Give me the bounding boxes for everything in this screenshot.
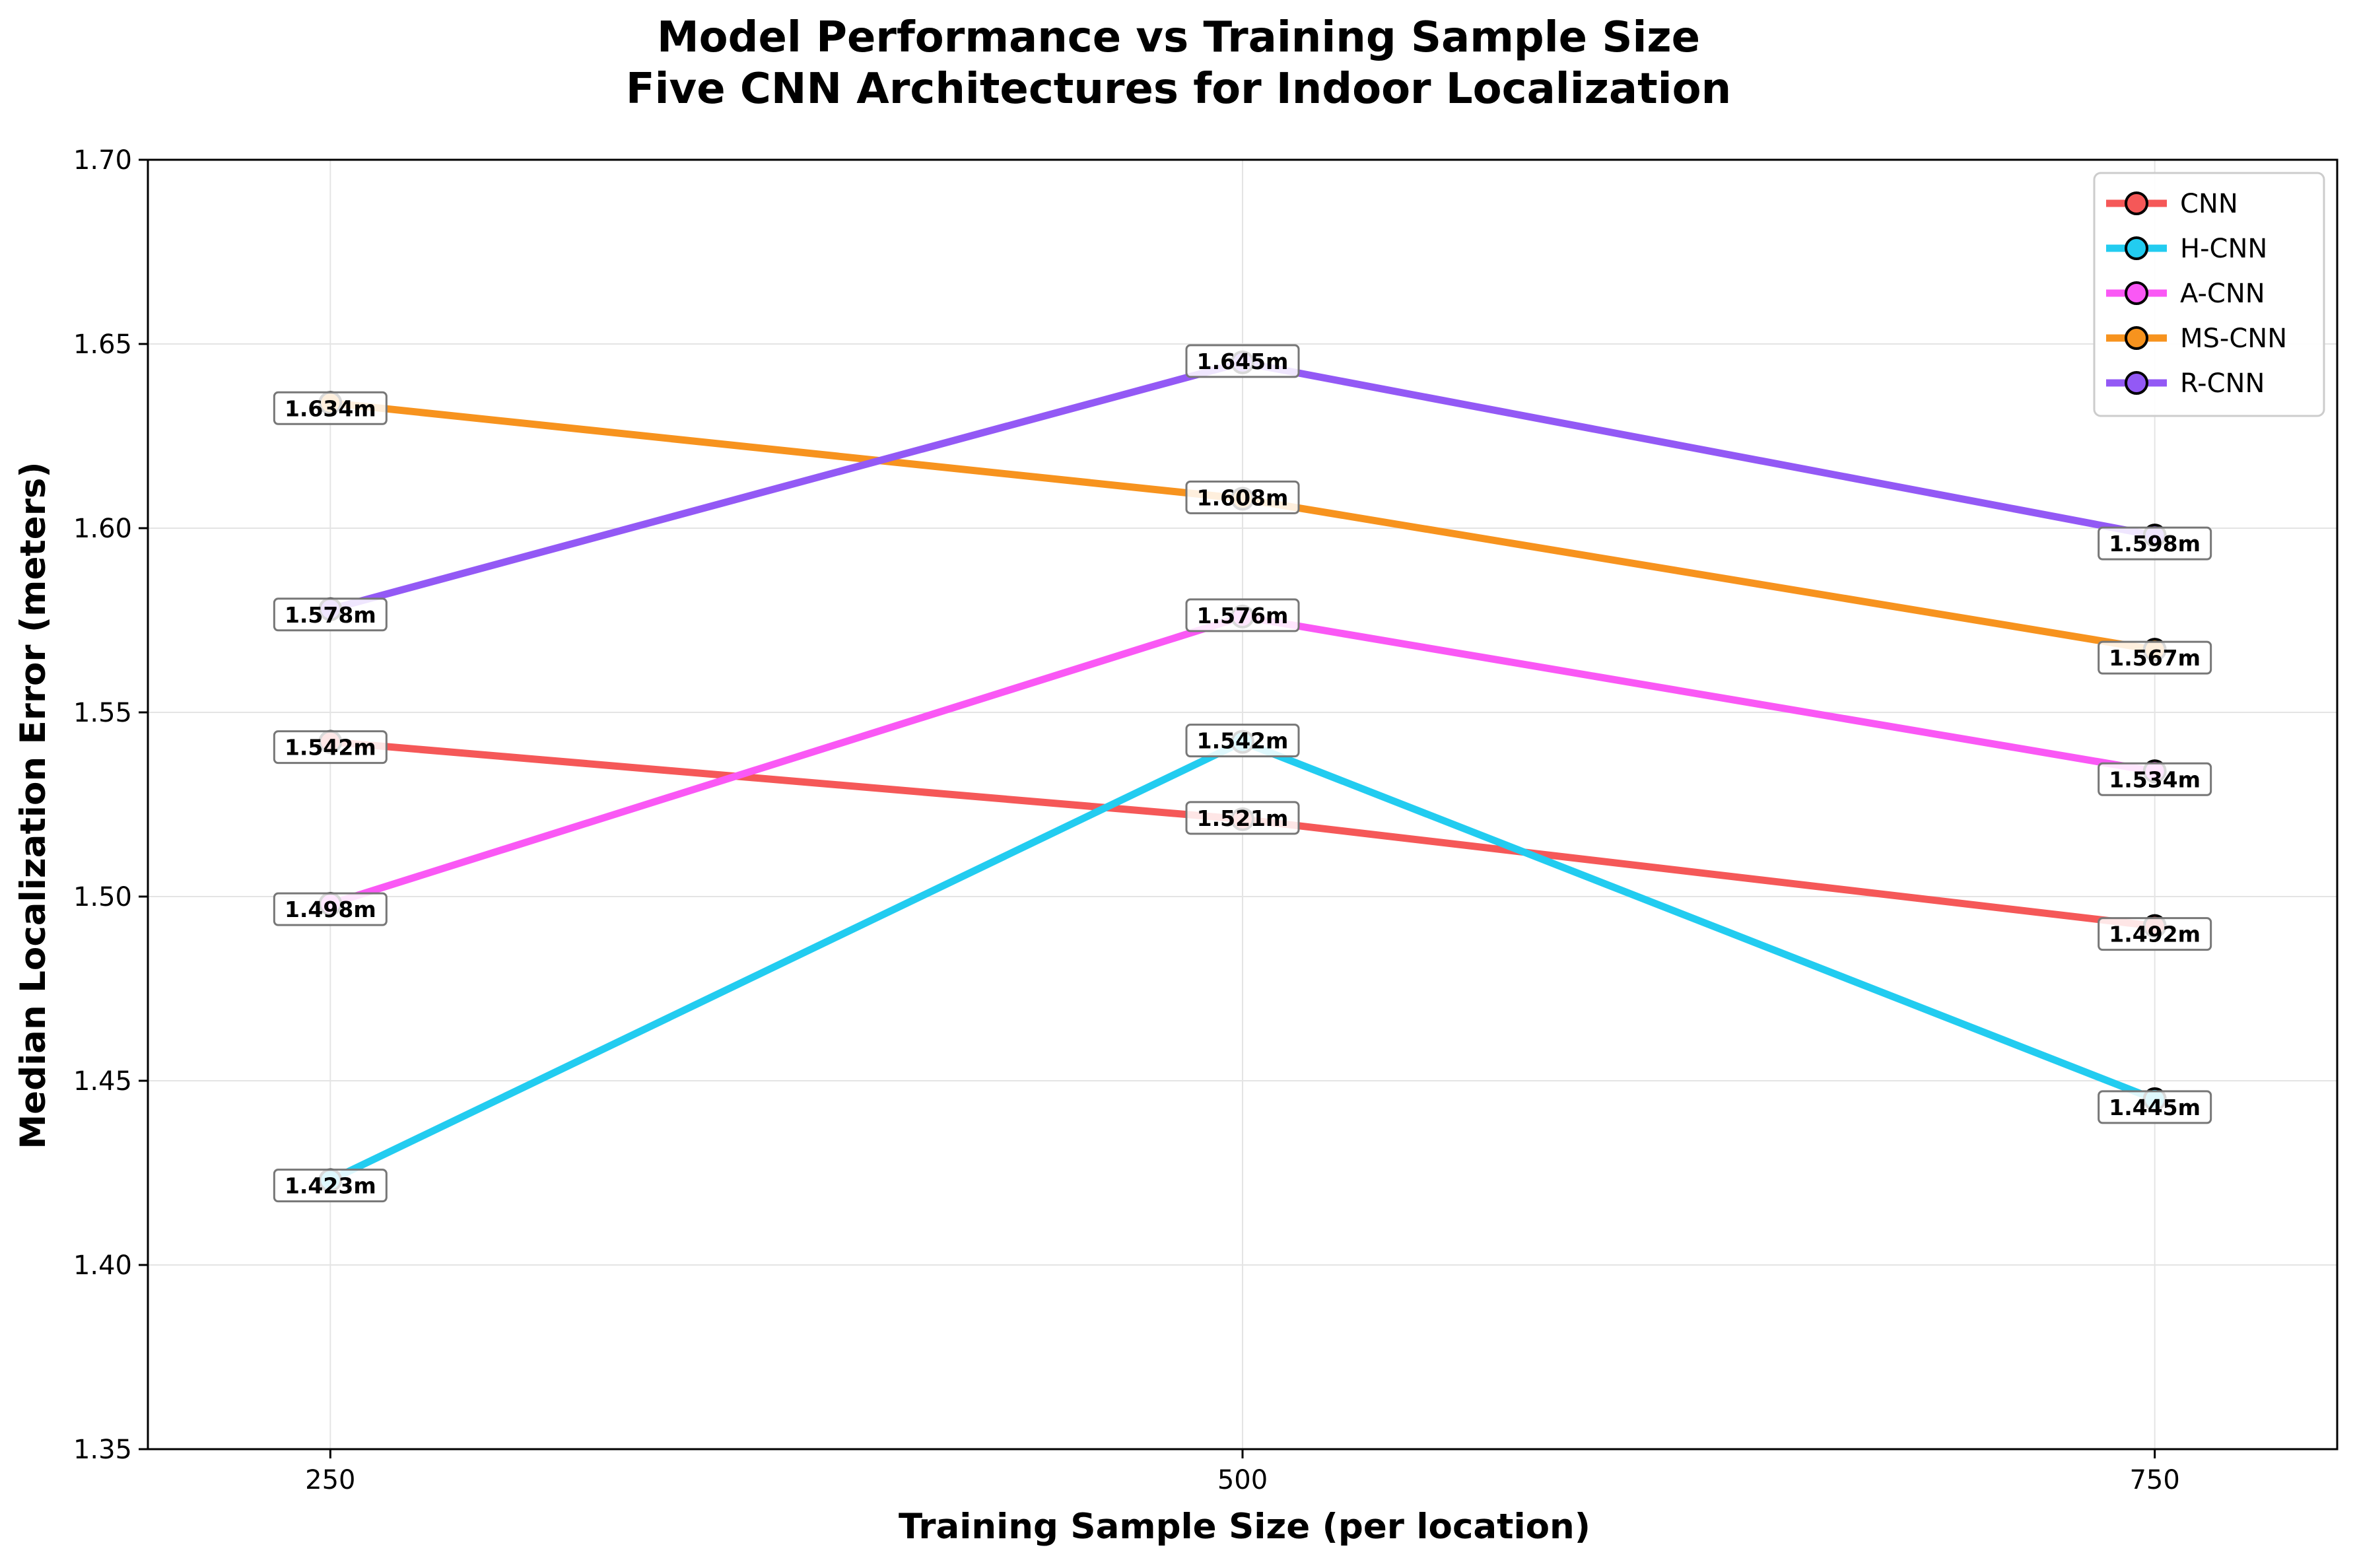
legend-label: MS-CNN bbox=[2180, 324, 2287, 354]
data-label-box bbox=[1185, 598, 1300, 632]
data-label: 1.645m bbox=[1197, 349, 1289, 374]
legend-label: A-CNN bbox=[2180, 279, 2265, 309]
data-label-box bbox=[1185, 724, 1300, 758]
data-label-box bbox=[273, 391, 388, 425]
y-tick-label: 1.55 bbox=[73, 698, 132, 728]
data-label: 1.578m bbox=[285, 602, 376, 628]
x-tick-label: 500 bbox=[1217, 1465, 1268, 1495]
data-label-box bbox=[273, 892, 388, 926]
data-label: 1.534m bbox=[2109, 767, 2201, 792]
data-label-box bbox=[1185, 480, 1300, 514]
chart-subtitle: Five CNN Architectures for Indoor Locali… bbox=[626, 65, 1731, 114]
legend-box bbox=[2093, 172, 2325, 417]
y-tick-label: 1.60 bbox=[73, 514, 132, 544]
data-label: 1.498m bbox=[285, 897, 376, 922]
data-label: 1.576m bbox=[1197, 603, 1289, 629]
data-label-box bbox=[273, 597, 388, 632]
legend-label: CNN bbox=[2180, 189, 2238, 219]
data-label: 1.542m bbox=[285, 735, 376, 761]
legend: CNN H-CNN A-CNN MS-CNN R-CNN bbox=[2093, 172, 2325, 417]
legend-label: R-CNN bbox=[2180, 368, 2265, 399]
data-label: 1.492m bbox=[2109, 922, 2201, 947]
legend-marker-h-cnn bbox=[2125, 236, 2148, 260]
data-label-box bbox=[2098, 762, 2212, 796]
legend-marker-a-cnn bbox=[2125, 281, 2148, 305]
data-label: 1.521m bbox=[1197, 805, 1289, 831]
y-tick-label: 1.70 bbox=[73, 145, 132, 176]
data-label-box bbox=[273, 730, 388, 765]
data-label-box bbox=[2098, 640, 2212, 675]
data-label: 1.598m bbox=[2109, 531, 2201, 557]
data-label-box bbox=[1185, 344, 1300, 378]
legend-marker-r-cnn bbox=[2125, 371, 2148, 395]
axis-ticks: 1.35 1.40 1.45 1.50 1.55 1.60 1.65 1.70 250 500 75… bbox=[73, 145, 2180, 1495]
legend-marker-cnn bbox=[2125, 191, 2148, 215]
y-tick-label: 1.40 bbox=[73, 1250, 132, 1281]
data-label-box bbox=[2098, 526, 2212, 561]
y-tick-label: 1.35 bbox=[73, 1435, 132, 1465]
data-label: 1.542m bbox=[1197, 728, 1289, 754]
chart-title: Model Performance vs Training Sample Siz… bbox=[657, 13, 1700, 62]
data-label: 1.608m bbox=[1197, 485, 1289, 510]
legend-marker-ms-cnn bbox=[2125, 326, 2148, 350]
data-label-box bbox=[2098, 1090, 2212, 1124]
data-label-box bbox=[273, 1169, 388, 1203]
y-tick-label: 1.50 bbox=[73, 882, 132, 912]
data-label: 1.567m bbox=[2109, 645, 2201, 671]
data-label: 1.445m bbox=[2109, 1095, 2201, 1120]
x-tick-label: 750 bbox=[2129, 1465, 2179, 1495]
data-label-box bbox=[1185, 801, 1300, 835]
y-tick-label: 1.45 bbox=[73, 1066, 132, 1097]
y-tick-label: 1.65 bbox=[73, 329, 132, 360]
data-labels: 1.542m 1.521m 1.492m 1.423m 1.542m 1.445m 1.49… bbox=[273, 344, 2212, 1203]
x-tick-label: 250 bbox=[305, 1465, 355, 1495]
y-axis-label: Median Localization Error (meters) bbox=[13, 461, 53, 1149]
x-axis-label: Training Sample Size (per location) bbox=[899, 1507, 1590, 1547]
data-label: 1.634m bbox=[285, 395, 376, 421]
data-label: 1.423m bbox=[285, 1173, 376, 1199]
data-label-box bbox=[2098, 917, 2212, 951]
legend-label: H-CNN bbox=[2180, 234, 2267, 264]
